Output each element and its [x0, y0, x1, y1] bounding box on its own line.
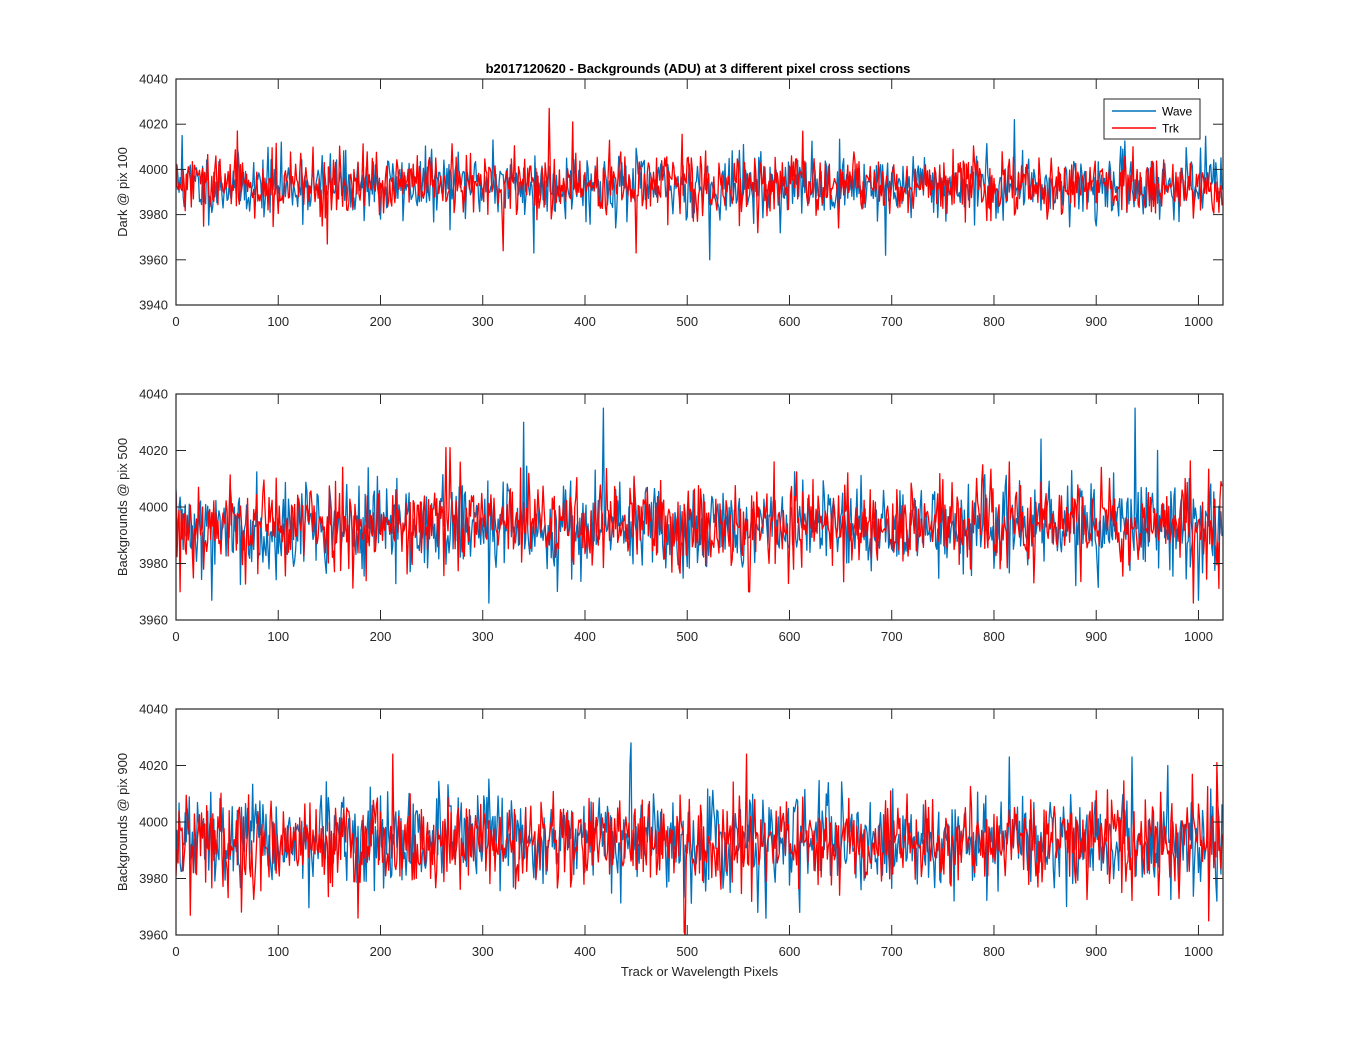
x-tick-label: 600: [779, 944, 801, 959]
x-tick-label: 200: [370, 629, 392, 644]
y-tick-label: 3980: [139, 207, 168, 222]
x-tick-label: 300: [472, 944, 494, 959]
x-tick-label: 200: [370, 314, 392, 329]
x-tick-label: 500: [676, 314, 698, 329]
y-tick-label: 4000: [139, 815, 168, 830]
y-tick-label: 3960: [139, 613, 168, 628]
axes-box: [175, 78, 1224, 306]
y-axis-label: Backgrounds @ pix 500: [115, 438, 130, 576]
legend-box: [1103, 98, 1201, 140]
x-tick-label: 0: [172, 314, 179, 329]
subplots: 0 100 200 300 400 500 600 700 800 900 100039403960…: [115, 72, 1224, 979]
x-tick-label: 500: [676, 944, 698, 959]
x-tick-label: 100: [267, 314, 289, 329]
x-tick-label: 600: [779, 314, 801, 329]
series-line-trk: [176, 447, 1223, 604]
y-tick-label: 3980: [139, 556, 168, 571]
x-tick-label: 100: [267, 629, 289, 644]
x-tick-label: 300: [472, 314, 494, 329]
plot-area: [176, 394, 1223, 620]
y-tick-label: 3960: [139, 928, 168, 943]
x-tick-label: 900: [1085, 944, 1107, 959]
x-tick-label: 700: [881, 944, 903, 959]
x-tick-label: 0: [172, 629, 179, 644]
y-tick-label: 4040: [139, 72, 168, 87]
y-tick-label: 3980: [139, 871, 168, 886]
x-tick-label: 100: [267, 944, 289, 959]
series-group: [176, 107, 1223, 261]
x-tick-label: 500: [676, 629, 698, 644]
x-tick-label: 900: [1085, 314, 1107, 329]
x-tick-label: 1000: [1184, 314, 1213, 329]
x-tick-label: 400: [574, 629, 596, 644]
x-axis-label: Track or Wavelength Pixels: [621, 964, 779, 979]
y-tick-label: 4000: [139, 500, 168, 515]
subplot-3: 0 100 200 300 400 500 600 700 800 900 1000 3960 3980…: [115, 702, 1224, 979]
y-axis-label: Backgrounds @ pix 900: [115, 753, 130, 891]
y-tick-label: 4040: [139, 702, 168, 717]
y-tick-label: 3960: [139, 252, 168, 267]
y-tick-label: 4040: [139, 387, 168, 402]
legend: Wave Trk: [1103, 98, 1201, 140]
x-tick-label: 1000: [1184, 629, 1213, 644]
series-line-wave: [176, 119, 1223, 261]
y-tick-label: 4020: [139, 758, 168, 773]
x-tick-label: 400: [574, 314, 596, 329]
x-tick-label: 400: [574, 944, 596, 959]
y-tick-label: 4020: [139, 117, 168, 132]
x-tick-label: 800: [983, 314, 1005, 329]
series-group: [176, 742, 1223, 935]
x-tick-label: 0: [172, 944, 179, 959]
legend-label-wave: Wave: [1162, 105, 1193, 119]
subplot-1: 0 100 200 300 400 500 600 700 800 900 1000 3940 3960…: [115, 72, 1224, 329]
x-tick-label: 800: [983, 629, 1005, 644]
x-tick-label: 700: [881, 629, 903, 644]
y-axis-label: Dark @ pix 100: [115, 147, 130, 237]
x-tick-label: 700: [881, 314, 903, 329]
x-tick-label: 900: [1085, 629, 1107, 644]
y-tick-label: 4000: [139, 162, 168, 177]
x-tick-label: 800: [983, 944, 1005, 959]
x-tick-label: 200: [370, 944, 392, 959]
y-tick-label: 3940: [139, 298, 168, 313]
x-tick-label: 600: [779, 629, 801, 644]
series-group: [176, 407, 1223, 604]
series-line-trk: [176, 107, 1223, 254]
x-tick-label: 1000: [1184, 944, 1213, 959]
legend-label-trk: Trk: [1162, 122, 1180, 136]
subplot-2: 0 100 200 300 400 500 600 700 800 900 1000 3960 3980…: [115, 387, 1224, 644]
x-tick-label: 300: [472, 629, 494, 644]
series-line-trk: [176, 753, 1223, 935]
figure-title: b2017120620 - Backgrounds (ADU) at 3 dif…: [486, 61, 911, 76]
y-tick-label: 4020: [139, 443, 168, 458]
